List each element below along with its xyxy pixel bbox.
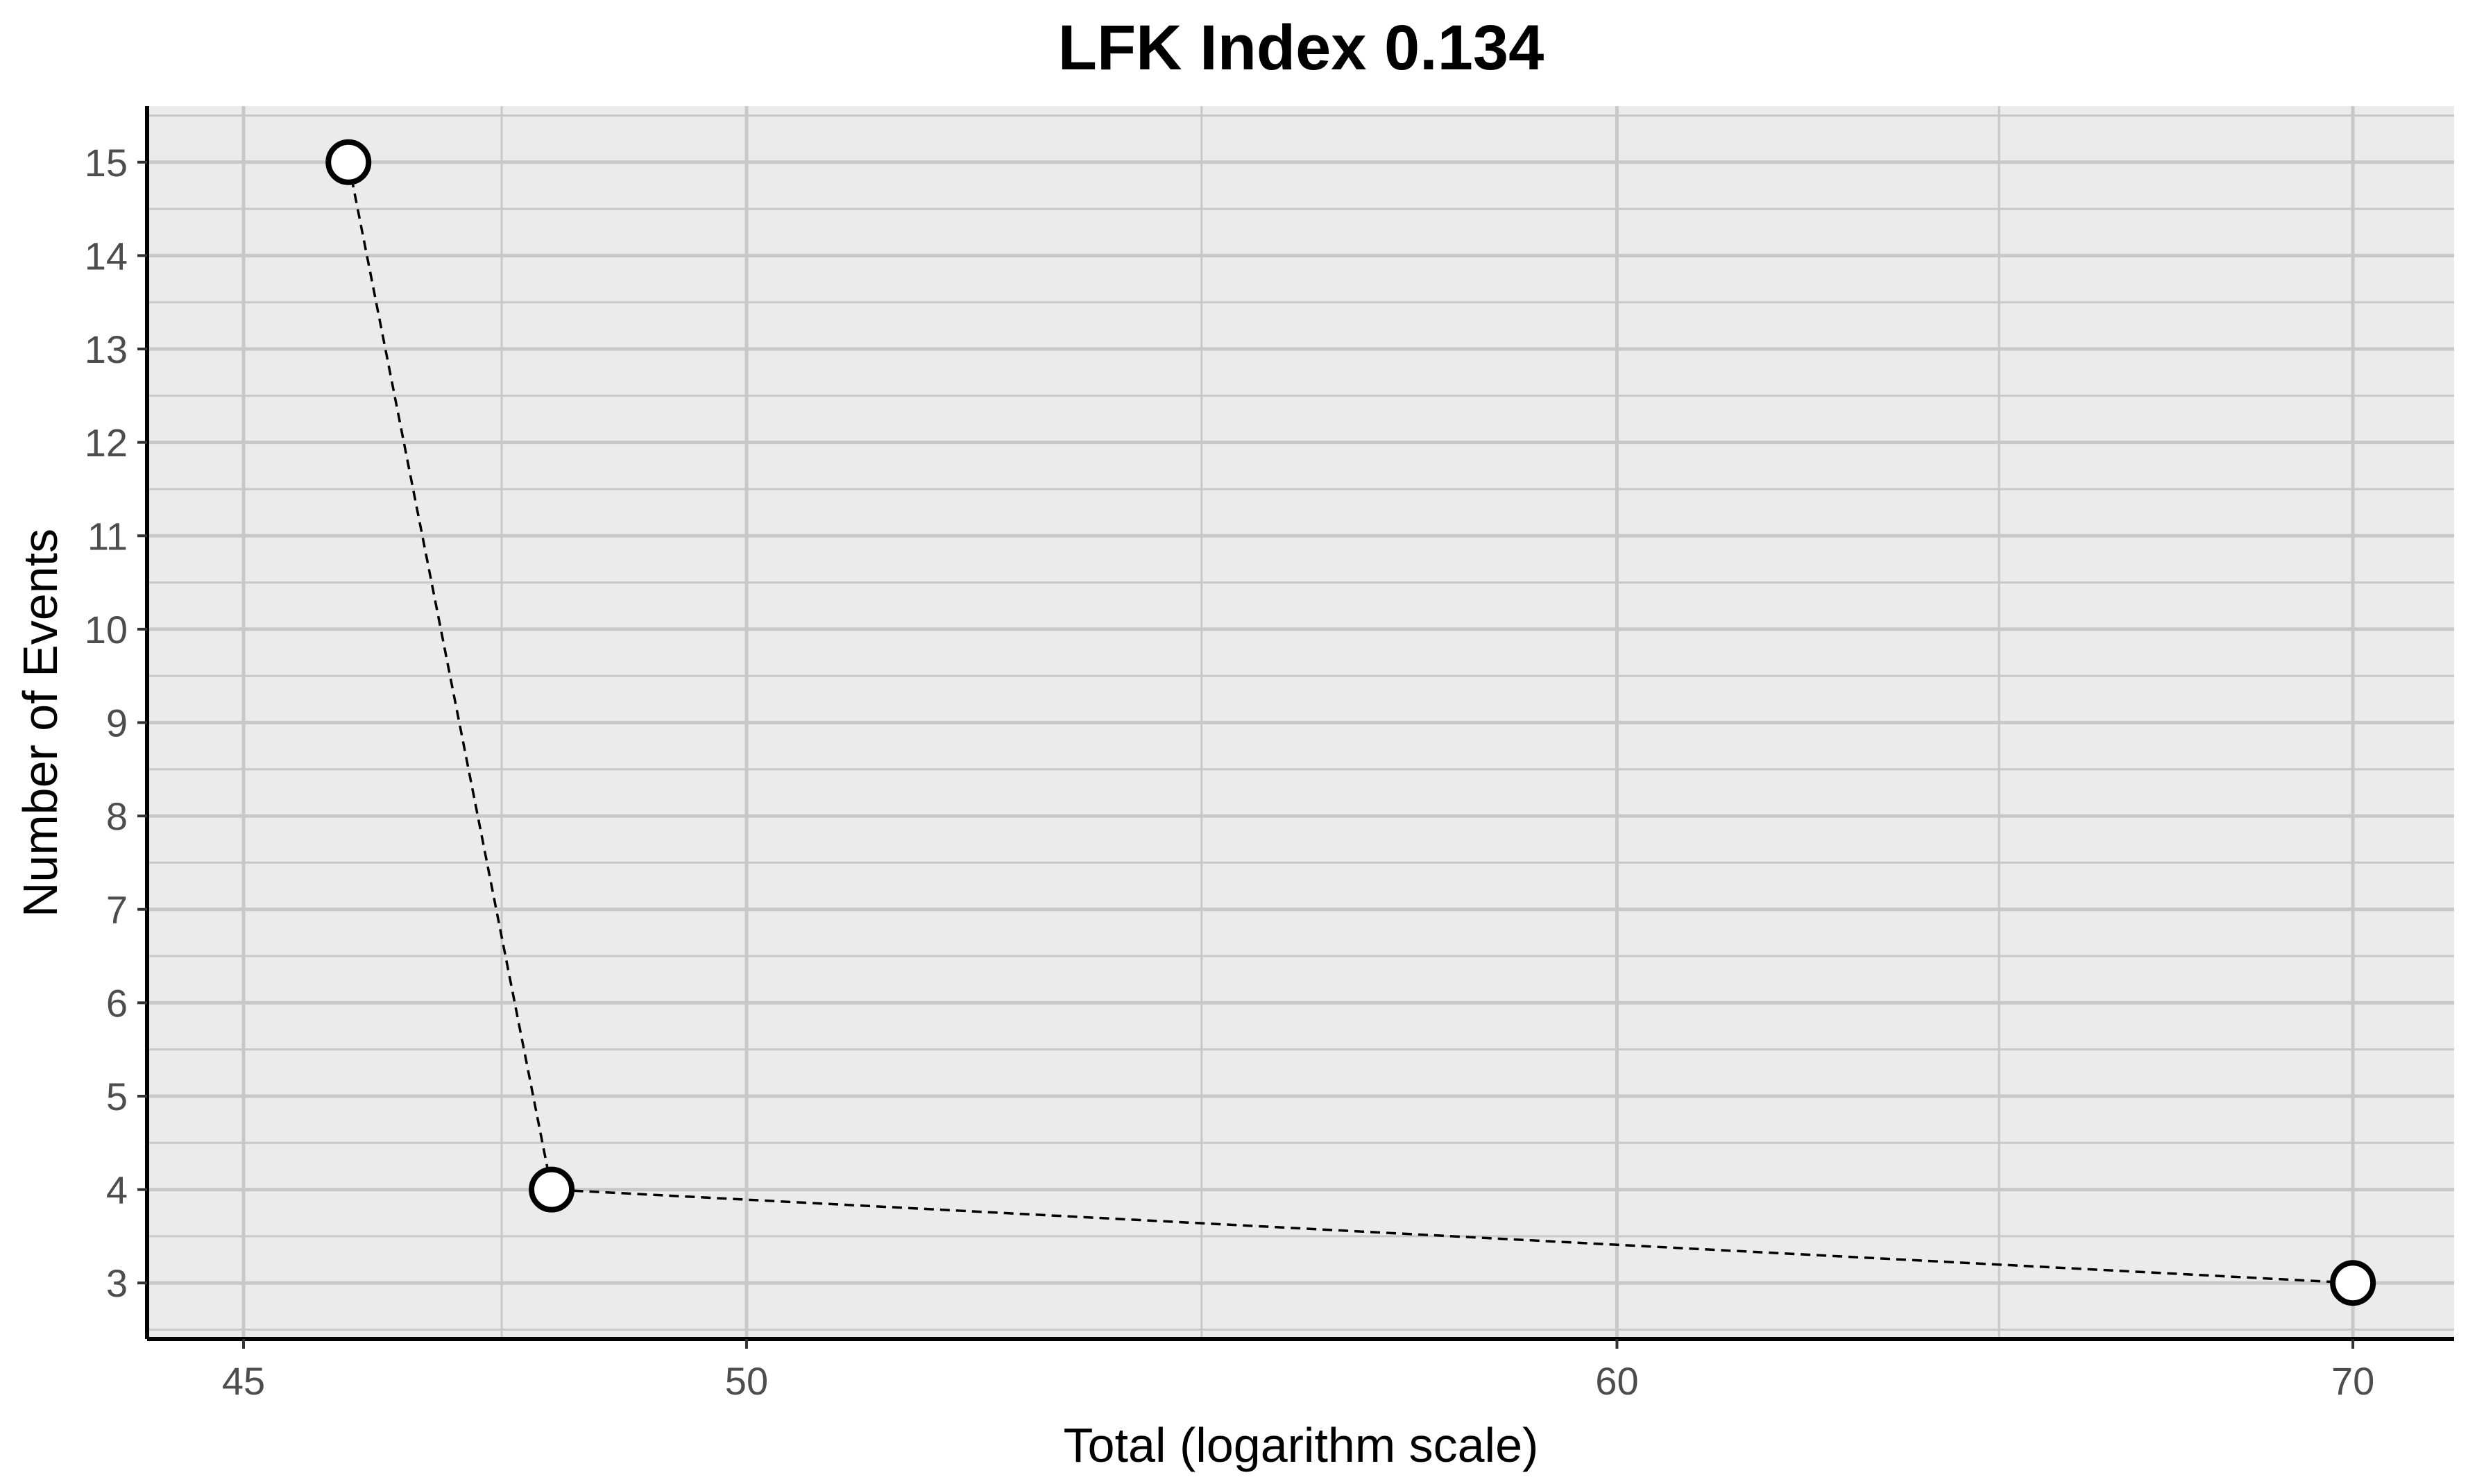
y-tick-label: 11 [87,514,128,558]
data-point [325,139,372,185]
x-tick-label: 70 [2331,1359,2374,1403]
data-point [529,1166,575,1213]
data-points [325,139,2376,1306]
y-tick-label: 4 [106,1168,128,1212]
data-point [2330,1260,2376,1306]
y-tick-label: 3 [106,1261,128,1305]
y-tick-label: 15 [85,141,128,185]
y-tick-label: 14 [85,234,128,278]
x-tick-label: 50 [725,1359,768,1403]
x-axis-title: Total (logarithm scale) [1064,1418,1539,1472]
chart-title: LFK Index 0.134 [1058,12,1544,83]
y-tick-label: 5 [106,1075,128,1118]
y-tick-label: 13 [85,327,128,371]
y-tick-label: 10 [85,608,128,651]
y-tick-label: 12 [85,421,128,465]
y-tick-label: 8 [106,794,128,838]
y-axis-title: Number of Events [13,529,67,917]
x-tick-label: 45 [222,1359,265,1403]
y-tick-label: 9 [106,701,128,745]
grid-lines [147,106,2454,1339]
y-tick-label: 7 [106,888,128,932]
x-tick-label: 60 [1595,1359,1638,1403]
y-tick-label: 6 [106,981,128,1025]
